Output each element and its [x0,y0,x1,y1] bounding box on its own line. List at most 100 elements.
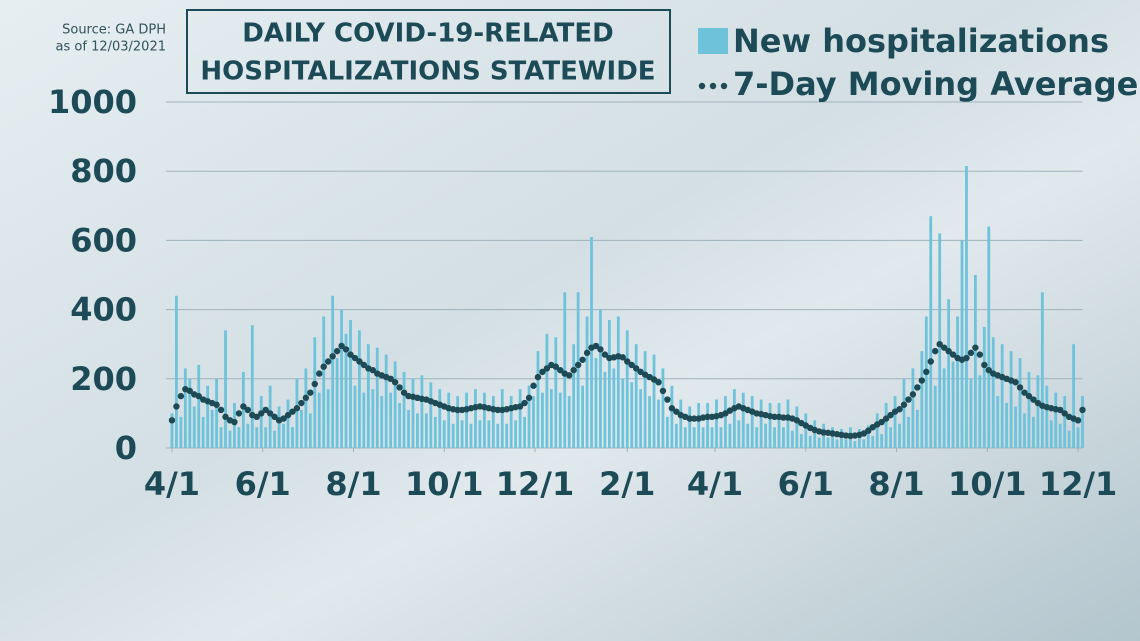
bar [304,368,308,448]
x-tick-label: 4/1 [687,465,743,503]
bar [1072,344,1075,448]
bar [643,351,647,448]
average-dot [284,411,292,419]
bar [590,236,593,448]
bar [880,434,884,448]
bar [666,416,669,448]
bar [536,351,540,448]
average-dot [400,389,408,396]
bar [786,399,790,448]
average-dot [865,427,872,434]
bar [299,409,303,448]
title-box [186,9,671,94]
average-dot [945,347,952,355]
bar [661,368,665,448]
bar [241,371,245,448]
bar [487,420,491,448]
bar [192,406,196,448]
bar [215,378,218,448]
bar [987,226,991,448]
average-dot [258,410,265,417]
bar [206,385,210,448]
bar [875,413,879,448]
bar [1063,396,1067,448]
bar [822,423,826,448]
average-dot [324,358,332,365]
average-dot [351,354,359,362]
bar [902,378,906,448]
bar [1009,351,1013,448]
average-dot [655,379,662,386]
bar [907,416,910,448]
bar [402,371,406,448]
bar [889,427,892,448]
bar [715,399,718,448]
average-dot [534,373,542,381]
average-dot [1025,392,1033,400]
bar [657,399,660,448]
legend-label: New hospitalizations [733,22,1109,60]
average-dot [949,351,957,358]
bar [407,409,410,448]
bar [358,330,361,448]
bar [380,396,384,448]
average-dot [963,354,970,362]
bar [844,439,848,448]
x-tick-label: 8/1 [868,465,924,503]
bar [898,423,901,448]
average-dot [887,411,894,419]
legend-dot [698,82,706,90]
bar [1067,430,1071,448]
bar [411,378,415,448]
bar [331,295,335,448]
average-dot [900,401,908,408]
bar [942,368,946,448]
y-tick-label: 600 [70,221,137,259]
average-dot [557,366,564,374]
bar [474,389,477,448]
average-dot [280,415,287,422]
bar [483,392,486,448]
average-dot [217,406,225,414]
y-tick-label: 800 [70,152,137,190]
bar [210,409,214,448]
bar [799,434,803,448]
bar [420,375,424,448]
bar [782,427,785,448]
bar [996,396,1000,448]
average-dot [927,358,934,365]
average-dot [293,405,301,412]
bar [982,326,986,448]
bar [924,316,928,448]
bar [679,399,683,448]
average-dot [882,415,890,422]
average-dot [574,361,582,369]
bar [465,392,468,448]
bar [701,427,705,448]
average-dot [566,372,573,379]
bar [581,385,585,448]
average-dot [905,396,912,403]
average-dot [195,392,202,400]
average-dot [1016,384,1024,391]
bar [759,399,763,448]
bar [523,416,526,448]
legend-label: 7-Day Moving Average [733,65,1138,103]
average-dot [1074,417,1082,424]
average-dot [659,387,667,395]
bar [991,337,995,448]
bar [424,413,428,448]
average-dot [668,405,676,412]
bar [911,368,915,448]
bar [862,439,866,448]
bar [933,385,937,448]
bar [246,423,250,448]
bar [692,427,696,448]
bar [893,396,897,448]
bar [634,344,638,448]
bar [639,389,643,448]
average-dot [213,401,220,408]
average-dot [632,365,640,372]
bar [433,416,437,448]
average-dot [329,353,336,360]
